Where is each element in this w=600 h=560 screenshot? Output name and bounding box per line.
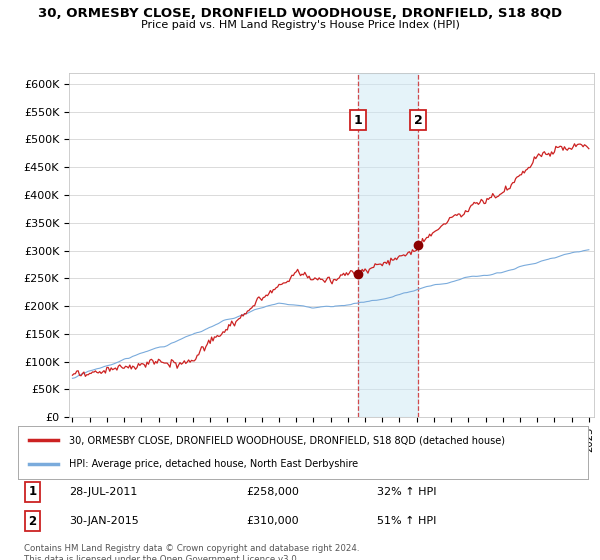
Text: 51% ↑ HPI: 51% ↑ HPI bbox=[377, 516, 436, 526]
Text: Contains HM Land Registry data © Crown copyright and database right 2024.
This d: Contains HM Land Registry data © Crown c… bbox=[24, 544, 359, 560]
Text: 28-JUL-2011: 28-JUL-2011 bbox=[70, 487, 137, 497]
Text: 1: 1 bbox=[28, 485, 37, 498]
Text: HPI: Average price, detached house, North East Derbyshire: HPI: Average price, detached house, Nort… bbox=[70, 459, 358, 469]
Text: 1: 1 bbox=[353, 114, 362, 127]
Bar bbox=[358, 73, 418, 417]
Text: 2: 2 bbox=[28, 515, 37, 528]
Text: £258,000: £258,000 bbox=[246, 487, 299, 497]
Text: 2: 2 bbox=[414, 114, 422, 127]
Text: 30, ORMESBY CLOSE, DRONFIELD WOODHOUSE, DRONFIELD, S18 8QD (detached house): 30, ORMESBY CLOSE, DRONFIELD WOODHOUSE, … bbox=[70, 436, 505, 446]
Text: £310,000: £310,000 bbox=[246, 516, 299, 526]
Text: 32% ↑ HPI: 32% ↑ HPI bbox=[377, 487, 437, 497]
Text: Price paid vs. HM Land Registry's House Price Index (HPI): Price paid vs. HM Land Registry's House … bbox=[140, 20, 460, 30]
Text: 30, ORMESBY CLOSE, DRONFIELD WOODHOUSE, DRONFIELD, S18 8QD: 30, ORMESBY CLOSE, DRONFIELD WOODHOUSE, … bbox=[38, 7, 562, 20]
Text: 30-JAN-2015: 30-JAN-2015 bbox=[70, 516, 139, 526]
